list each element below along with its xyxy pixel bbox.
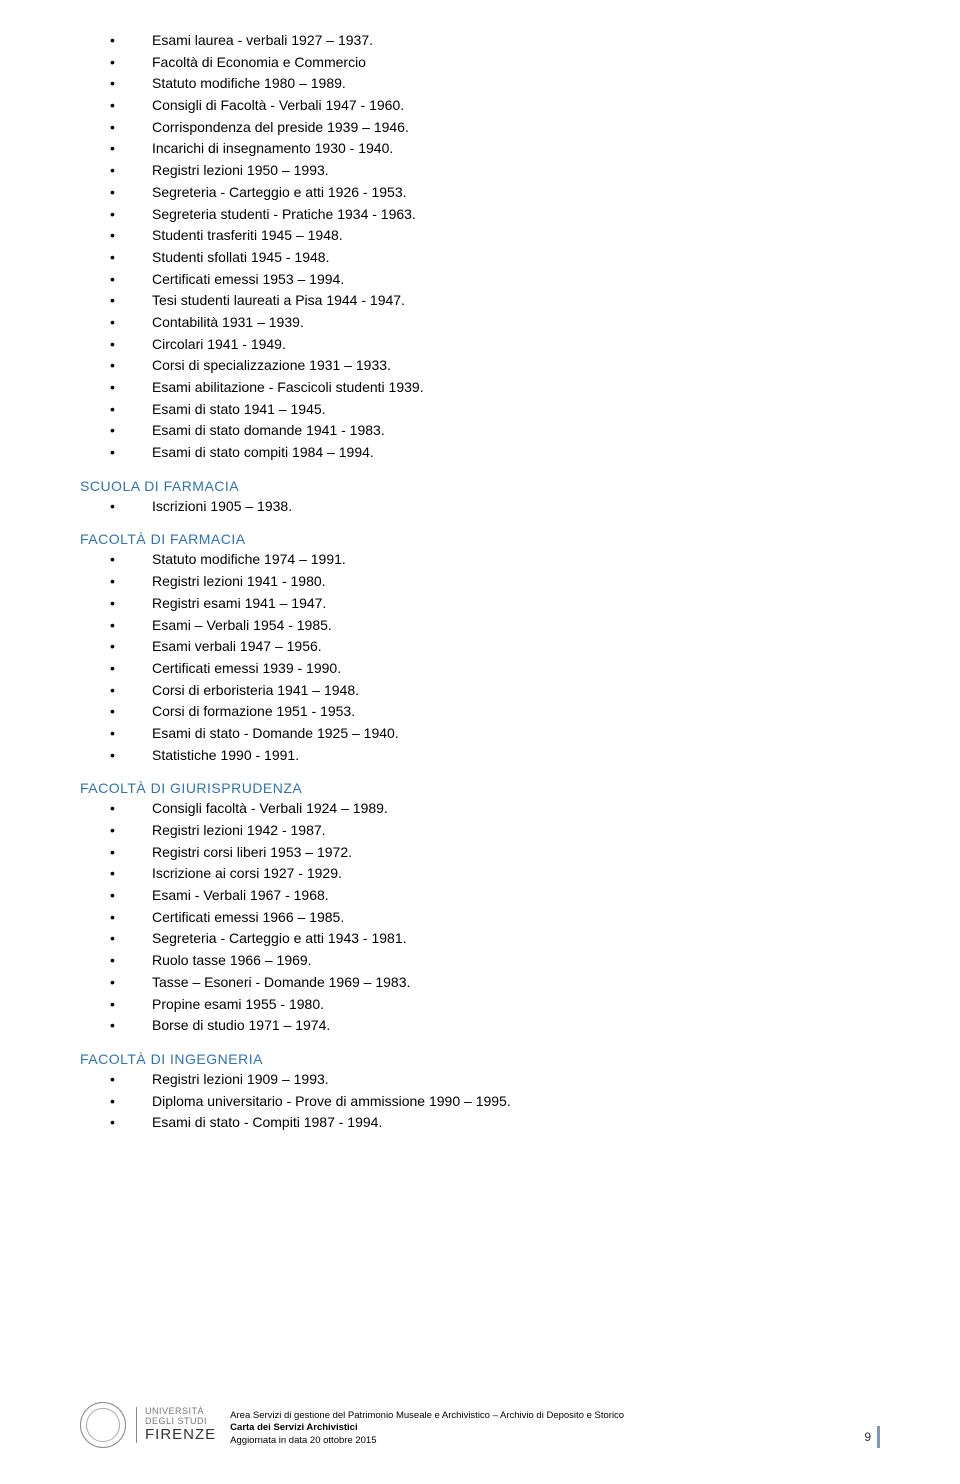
list-item: Diploma universitario - Prove di ammissi…: [80, 1091, 880, 1113]
section-heading: FACOLTÀ DI GIURISPRUDENZA: [80, 780, 880, 796]
footer-line-2: Carta dei Servizi Archivistici: [230, 1422, 854, 1435]
list-item: Segreteria studenti - Pratiche 1934 - 19…: [80, 204, 880, 226]
section-heading: FACOLTÀ DI FARMACIA: [80, 531, 880, 547]
list-item: Registri lezioni 1950 – 1993.: [80, 160, 880, 182]
list-item: Iscrizioni 1905 – 1938.: [80, 496, 880, 518]
document-page: Esami laurea - verbali 1927 – 1937.Facol…: [0, 0, 960, 1484]
list-item: Esami laurea - verbali 1927 – 1937.: [80, 30, 880, 52]
list-item: Ruolo tasse 1966 – 1969.: [80, 950, 880, 972]
list-item: Esami di stato 1941 – 1945.: [80, 399, 880, 421]
list-item: Certificati emessi 1966 – 1985.: [80, 907, 880, 929]
list-item: Iscrizione ai corsi 1927 - 1929.: [80, 863, 880, 885]
list-item: Esami di stato - Domande 1925 – 1940.: [80, 723, 880, 745]
list-item: Segreteria - Carteggio e atti 1943 - 198…: [80, 928, 880, 950]
footer-line-3: Aggiornata in data 20 ottobre 2015: [230, 1435, 854, 1448]
logo-text: UNIVERSITÀ DEGLI STUDI FIRENZE: [136, 1407, 216, 1443]
list-item: Corsi di formazione 1951 - 1953.: [80, 701, 880, 723]
list-item: Corrispondenza del preside 1939 – 1946.: [80, 117, 880, 139]
sections-container: Esami laurea - verbali 1927 – 1937.Facol…: [80, 30, 880, 1134]
list-item: Statistiche 1990 - 1991.: [80, 745, 880, 767]
list-item: Esami – Verbali 1954 - 1985.: [80, 615, 880, 637]
list-item: Esami di stato - Compiti 1987 - 1994.: [80, 1112, 880, 1134]
item-list: Statuto modifiche 1974 – 1991.Registri l…: [80, 549, 880, 766]
footer-logo-block: UNIVERSITÀ DEGLI STUDI FIRENZE: [80, 1402, 216, 1448]
footer-center-text: Area Servizi di gestione del Patrimonio …: [216, 1410, 854, 1448]
list-item: Borse di studio 1971 – 1974.: [80, 1015, 880, 1037]
list-item: Certificati emessi 1953 – 1994.: [80, 269, 880, 291]
list-item: Registri lezioni 1942 - 1987.: [80, 820, 880, 842]
list-item: Facoltà di Economia e Commercio: [80, 52, 880, 74]
list-item: Studenti sfollati 1945 - 1948.: [80, 247, 880, 269]
list-item: Statuto modifiche 1980 – 1989.: [80, 73, 880, 95]
item-list: Iscrizioni 1905 – 1938.: [80, 496, 880, 518]
list-item: Tasse – Esoneri - Domande 1969 – 1983.: [80, 972, 880, 994]
list-item: Esami - Verbali 1967 - 1968.: [80, 885, 880, 907]
list-item: Contabilità 1931 – 1939.: [80, 312, 880, 334]
logo-line-3: FIRENZE: [145, 1427, 216, 1444]
list-item: Registri lezioni 1909 – 1993.: [80, 1069, 880, 1091]
list-item: Consigli facoltà - Verbali 1924 – 1989.: [80, 798, 880, 820]
item-list: Consigli facoltà - Verbali 1924 – 1989.R…: [80, 798, 880, 1037]
section-heading: SCUOLA DI FARMACIA: [80, 478, 880, 494]
page-number: 9: [854, 1426, 880, 1448]
list-item: Registri lezioni 1941 - 1980.: [80, 571, 880, 593]
list-item: Statuto modifiche 1974 – 1991.: [80, 549, 880, 571]
list-item: Circolari 1941 - 1949.: [80, 334, 880, 356]
list-item: Esami verbali 1947 – 1956.: [80, 636, 880, 658]
page-footer: UNIVERSITÀ DEGLI STUDI FIRENZE Area Serv…: [80, 1402, 880, 1448]
list-item: Propine esami 1955 - 1980.: [80, 994, 880, 1016]
university-seal-icon: [80, 1402, 126, 1448]
list-item: Certificati emessi 1939 - 1990.: [80, 658, 880, 680]
list-item: Esami abilitazione - Fascicoli studenti …: [80, 377, 880, 399]
list-item: Consigli di Facoltà - Verbali 1947 - 196…: [80, 95, 880, 117]
list-item: Tesi studenti laureati a Pisa 1944 - 194…: [80, 290, 880, 312]
list-item: Segreteria - Carteggio e atti 1926 - 195…: [80, 182, 880, 204]
item-list: Registri lezioni 1909 – 1993.Diploma uni…: [80, 1069, 880, 1134]
list-item: Corsi di erboristeria 1941 – 1948.: [80, 680, 880, 702]
item-list: Esami laurea - verbali 1927 – 1937.Facol…: [80, 30, 880, 464]
list-item: Esami di stato compiti 1984 – 1994.: [80, 442, 880, 464]
list-item: Registri corsi liberi 1953 – 1972.: [80, 842, 880, 864]
list-item: Studenti trasferiti 1945 – 1948.: [80, 225, 880, 247]
footer-line-1: Area Servizi di gestione del Patrimonio …: [230, 1410, 854, 1423]
list-item: Incarichi di insegnamento 1930 - 1940.: [80, 138, 880, 160]
list-item: Registri esami 1941 – 1947.: [80, 593, 880, 615]
section-heading: FACOLTÀ DI INGEGNERIA: [80, 1051, 880, 1067]
list-item: Esami di stato domande 1941 - 1983.: [80, 420, 880, 442]
list-item: Corsi di specializzazione 1931 – 1933.: [80, 355, 880, 377]
